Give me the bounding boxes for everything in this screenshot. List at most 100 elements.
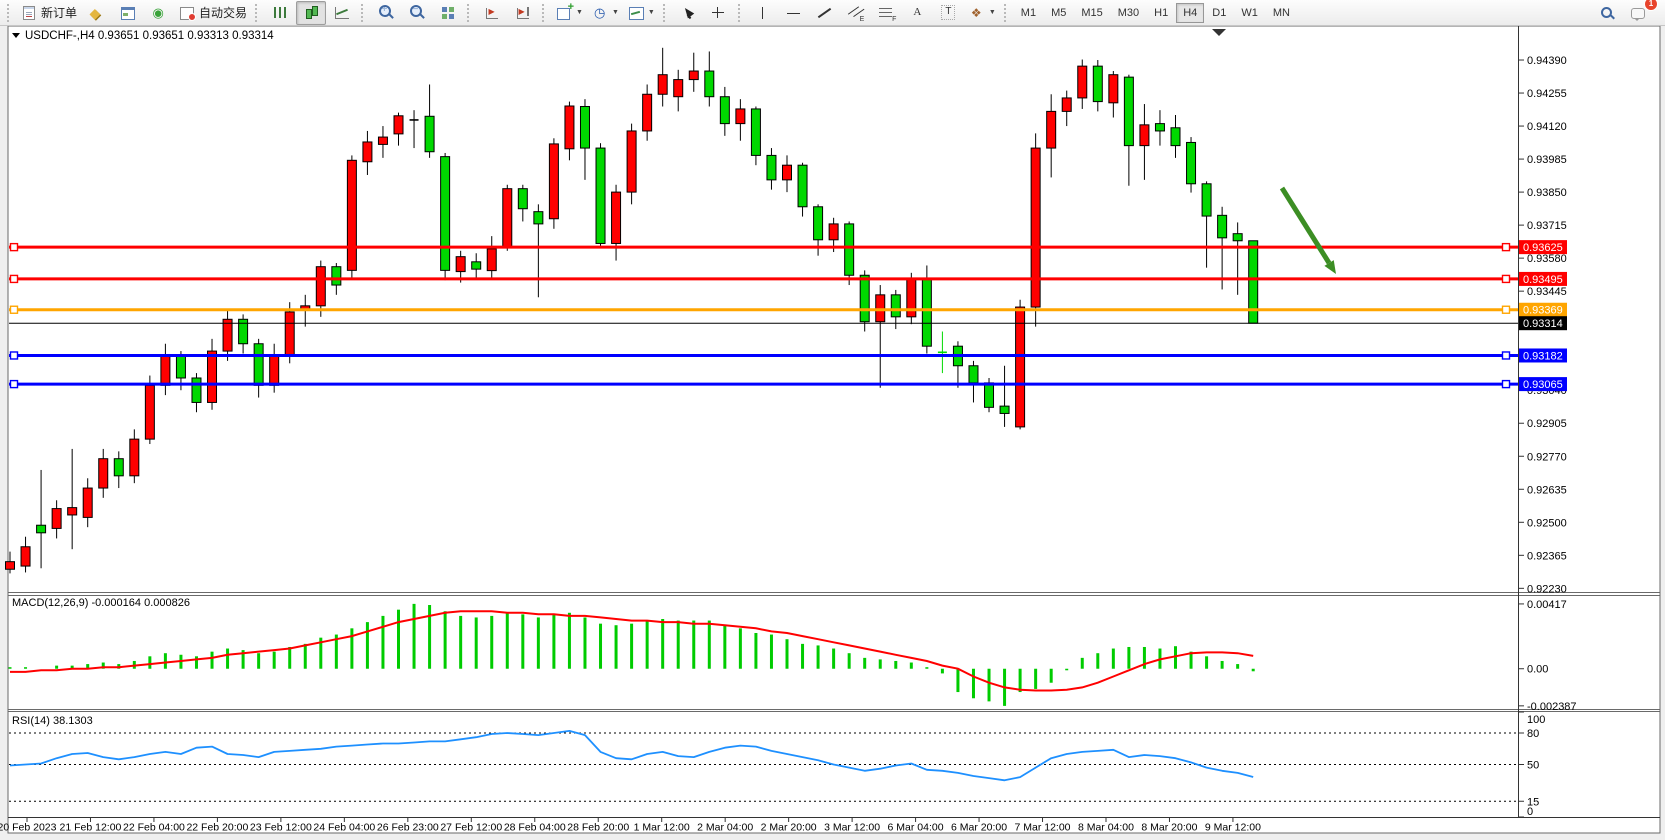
text-a-icon	[909, 5, 926, 21]
new-order-button[interactable]: 新订单	[17, 1, 81, 25]
price-tag-0.93065: 0.93065	[1519, 377, 1567, 392]
toolbar-grip[interactable]	[542, 3, 548, 22]
svg-text:0.00417: 0.00417	[1527, 599, 1567, 611]
line-handle[interactable]	[1501, 379, 1511, 389]
svg-text:3 Mar 12:00: 3 Mar 12:00	[824, 822, 880, 834]
svg-text:0.93314: 0.93314	[1523, 318, 1563, 330]
toolbar-grip[interactable]	[1003, 3, 1010, 22]
svg-text:7 Mar 12:00: 7 Mar 12:00	[1014, 822, 1070, 834]
line-handle[interactable]	[1501, 274, 1511, 284]
templates-button[interactable]: ▼	[624, 1, 659, 25]
horizontal-line-0.93182[interactable]	[9, 351, 1518, 360]
timeframe-mn[interactable]: MN	[1272, 6, 1290, 19]
toolbar-grip[interactable]	[361, 3, 367, 22]
periods-button[interactable]: ▼	[588, 1, 623, 25]
equidistant-channel-button[interactable]	[841, 1, 871, 25]
svg-text:20 Feb 2023: 20 Feb 2023	[0, 822, 57, 834]
bar-chart-button[interactable]	[265, 1, 295, 25]
timeframe-m30[interactable]: M30	[1117, 6, 1140, 19]
horizontal-line-0.93625[interactable]	[9, 242, 1518, 252]
auto-trading-button[interactable]: 自动交易	[175, 1, 251, 25]
candle	[144, 375, 155, 445]
line-handle[interactable]	[9, 274, 19, 284]
timeframe-h1[interactable]: H1	[1154, 6, 1169, 19]
line-handle[interactable]	[1501, 305, 1511, 314]
toolbar-grip[interactable]	[7, 3, 13, 22]
text-label-button[interactable]	[934, 1, 964, 25]
symbol-dropdown-icon[interactable]	[12, 33, 20, 38]
chart-canvas[interactable]: 0.94390 0.94255 0.94120 0.93985 0.93850 0.937…	[0, 26, 1665, 840]
timeframe-h4[interactable]: H4	[1176, 2, 1205, 23]
timeframe-m15[interactable]: M15	[1081, 6, 1103, 19]
toolbar-grip[interactable]	[662, 3, 669, 22]
arrows-button[interactable]: ▼	[965, 1, 1000, 25]
svg-text:0.94390: 0.94390	[1527, 55, 1567, 67]
time-axis[interactable]: 20 Feb 2023 21 Feb 12:00 22 Feb 04:00 22 Fe…	[0, 818, 1261, 834]
radar-icon	[151, 5, 168, 21]
timeframe-m5[interactable]: M5	[1051, 6, 1067, 19]
line-handle[interactable]	[9, 351, 19, 360]
metaeditor-button[interactable]	[82, 1, 112, 25]
candle	[859, 270, 870, 332]
text-button[interactable]	[903, 1, 933, 25]
strategy-tester-button[interactable]	[144, 1, 174, 25]
line-handle[interactable]	[1501, 351, 1511, 360]
toolbar-grip[interactable]	[255, 3, 261, 22]
vertical-line-button[interactable]	[748, 1, 778, 25]
candle	[1201, 181, 1212, 268]
candle	[844, 221, 855, 286]
line-handle[interactable]	[9, 242, 19, 252]
crosshair-button[interactable]	[704, 1, 734, 25]
timeframe-d1[interactable]: D1	[1212, 6, 1227, 19]
timeframe-m1[interactable]: M1	[1020, 6, 1037, 19]
svg-text:0.93495: 0.93495	[1523, 274, 1563, 286]
fibonacci-button[interactable]	[872, 1, 902, 25]
candle	[362, 130, 373, 175]
svg-text:0.93715: 0.93715	[1527, 220, 1567, 232]
line-chart-button[interactable]	[327, 1, 357, 25]
zoom-in-button[interactable]: +	[371, 1, 401, 25]
horizontal-line-button[interactable]	[779, 1, 809, 25]
terminal-button[interactable]	[113, 1, 143, 25]
chevron-down-icon[interactable]: ▼	[576, 8, 583, 16]
search-button[interactable]	[1592, 1, 1622, 25]
chart-shift-button[interactable]	[508, 1, 538, 25]
tile-windows-button[interactable]	[433, 1, 463, 25]
timeframe-w1[interactable]: W1	[1241, 6, 1258, 19]
zoom-in-icon: +	[378, 4, 395, 21]
trendline-button[interactable]	[810, 1, 840, 25]
candle	[657, 47, 668, 107]
candle	[688, 52, 699, 92]
cursor-button[interactable]	[673, 1, 703, 25]
candlestick-chart-button[interactable]	[296, 0, 327, 25]
chevron-down-icon[interactable]: ▼	[647, 8, 655, 16]
notifications-button[interactable]: 1	[1623, 0, 1658, 25]
chevron-down-icon[interactable]: ▼	[611, 8, 619, 16]
zoom-out-button[interactable]: −	[402, 1, 432, 25]
horizontal-line-0.93065[interactable]	[9, 379, 1518, 389]
svg-text:0.00: 0.00	[1527, 664, 1548, 676]
candle	[191, 373, 202, 413]
line-handle[interactable]	[9, 305, 19, 314]
candle	[1061, 90, 1072, 127]
tile-icon	[440, 5, 457, 21]
candle	[579, 99, 590, 180]
vline-icon	[754, 5, 771, 21]
svg-text:0.94120: 0.94120	[1527, 121, 1567, 133]
candle	[424, 84, 435, 158]
auto-scroll-button[interactable]	[477, 1, 507, 25]
candle	[5, 551, 15, 574]
candle	[782, 155, 792, 193]
line-handle[interactable]	[1501, 242, 1511, 252]
horizontal-line-0.93495[interactable]	[9, 274, 1518, 284]
trend-arrow-annotation[interactable]	[1279, 186, 1336, 274]
new-chart-button[interactable]: ▼	[552, 1, 587, 25]
linechart-icon	[334, 5, 351, 21]
chevron-down-icon[interactable]: ▼	[988, 8, 996, 16]
horizontal-line-0.93369[interactable]	[9, 305, 1518, 314]
price-tag-0.93369: 0.93369	[1519, 302, 1567, 317]
toolbar-grip[interactable]	[737, 3, 744, 22]
line-handle[interactable]	[9, 379, 19, 389]
toolbar-grip[interactable]	[467, 3, 473, 22]
chart-shift-marker[interactable]	[1212, 29, 1226, 36]
